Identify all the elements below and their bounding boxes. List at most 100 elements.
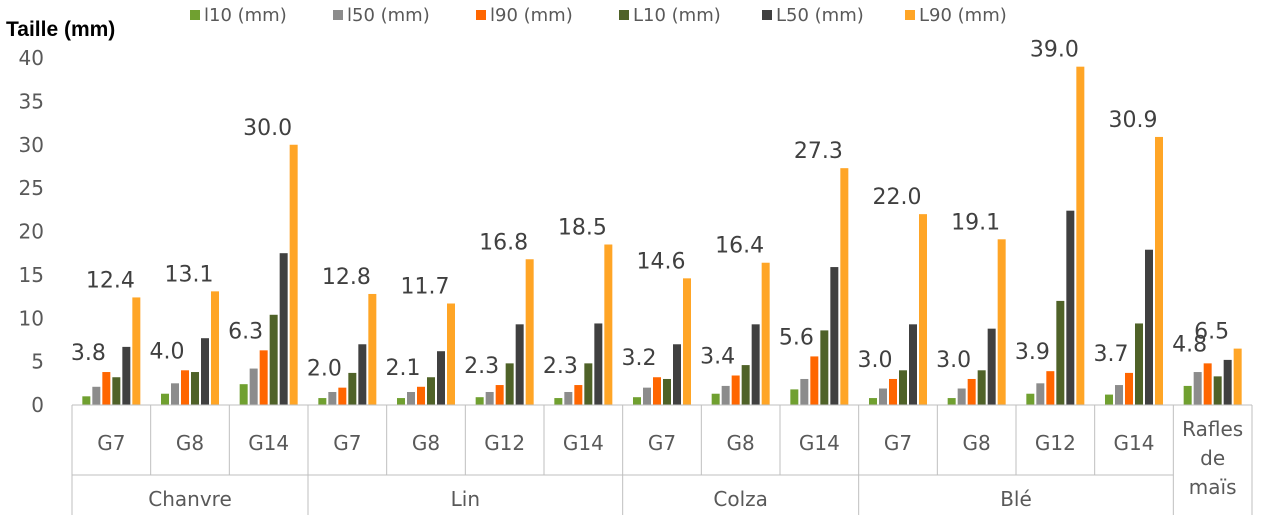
- bar: [211, 291, 219, 405]
- bar: [92, 386, 101, 405]
- bar: [397, 398, 405, 405]
- y-tick-label: 10: [19, 306, 44, 330]
- bar: [348, 372, 357, 405]
- bar: [761, 262, 770, 405]
- legend-swatch: [190, 10, 200, 20]
- x-tick-label: G7: [648, 431, 676, 455]
- bar: [122, 346, 131, 405]
- data-label: 4.8: [1172, 332, 1207, 357]
- bar: [181, 370, 189, 405]
- bar: [1193, 372, 1202, 405]
- bar: [525, 259, 534, 405]
- data-label: 2.0: [307, 357, 342, 382]
- x-tick-label: de: [1200, 446, 1225, 470]
- data-label: 12.8: [322, 265, 371, 290]
- bar: [830, 267, 839, 405]
- data-label: 6.3: [228, 319, 263, 344]
- legend-label: L90 (mm): [919, 5, 1007, 26]
- data-label: 3.4: [700, 345, 735, 370]
- bar: [328, 391, 337, 405]
- bar: [279, 253, 288, 405]
- legend-swatch: [905, 10, 915, 20]
- bar: [751, 324, 760, 405]
- bar: [584, 363, 593, 405]
- bar: [338, 387, 347, 405]
- data-label: 16.4: [715, 234, 764, 259]
- bar: [653, 377, 661, 405]
- bar: [485, 391, 494, 405]
- data-label: 12.4: [86, 268, 135, 293]
- bar: [269, 314, 278, 405]
- group-label: Blé: [1000, 487, 1032, 511]
- data-label: 2.1: [386, 356, 421, 381]
- bar: [889, 378, 897, 405]
- bar: [1115, 385, 1123, 405]
- bar: [554, 398, 563, 405]
- x-tick-label: G7: [97, 431, 125, 455]
- bar: [112, 377, 121, 405]
- bar: [957, 388, 966, 405]
- bar: [967, 378, 976, 405]
- bar: [171, 383, 179, 405]
- bar: [289, 144, 298, 405]
- data-label: 3.7: [1094, 342, 1129, 367]
- bar: [800, 378, 809, 405]
- bar: [721, 385, 730, 405]
- bar: [475, 397, 484, 405]
- data-label: 3.9: [1015, 340, 1050, 365]
- data-label: 6.5: [1194, 320, 1229, 345]
- data-label: 19.1: [951, 210, 1000, 235]
- x-tick-label: G7: [333, 431, 361, 455]
- x-axis: G7 G8 G14 G7 G8 G12 G14 G7 G8 G14 G7 G8 G12 G14 Rafles…: [71, 404, 1253, 515]
- data-label: 5.6: [779, 325, 814, 350]
- y-tick-label: 20: [19, 220, 44, 244]
- bar: [673, 344, 681, 405]
- bar: [407, 391, 415, 405]
- data-label: 3.8: [71, 341, 106, 366]
- data-label: 2.3: [543, 354, 578, 379]
- bar: [417, 386, 425, 405]
- legend-swatch: [619, 10, 629, 20]
- data-label: 2.3: [464, 354, 499, 379]
- bar: [1183, 385, 1192, 405]
- x-tick-label: G7: [884, 431, 912, 455]
- data-label: 13.1: [165, 262, 214, 287]
- bar: [1076, 66, 1085, 406]
- bar: [947, 398, 956, 405]
- legend-swatch: [476, 10, 486, 20]
- x-tick-label: G14: [1114, 431, 1155, 455]
- x-tick-label: G8: [727, 431, 755, 455]
- y-tick-label: 15: [19, 263, 44, 287]
- x-tick-label: G12: [484, 431, 525, 455]
- legend-label: l10 (mm): [204, 5, 287, 26]
- y-tick-label: 5: [31, 350, 44, 374]
- bar: [1026, 393, 1035, 405]
- legend-label: L50 (mm): [776, 5, 864, 26]
- bar: [249, 368, 258, 405]
- bar: [1233, 348, 1242, 405]
- bar: [683, 278, 691, 405]
- bar: [731, 375, 740, 405]
- data-label: 18.5: [558, 216, 607, 241]
- data-label: 27.3: [794, 139, 843, 164]
- bar: [869, 398, 877, 405]
- bar: [1213, 376, 1222, 405]
- bar: [879, 388, 887, 405]
- bar: [427, 377, 435, 405]
- bar: [594, 323, 603, 405]
- bar: [1046, 371, 1055, 405]
- y-tick-label: 0: [31, 393, 44, 417]
- y-tick-label: 40: [19, 46, 44, 70]
- data-label: 3.0: [936, 348, 971, 373]
- bar: [1145, 249, 1153, 405]
- legend-swatch: [333, 10, 343, 20]
- legend-label: l50 (mm): [347, 5, 430, 26]
- bar: [368, 293, 377, 405]
- bar: [358, 344, 367, 405]
- bar: [495, 385, 504, 405]
- bar: [711, 393, 720, 405]
- bar: [997, 239, 1006, 405]
- bar: [820, 330, 829, 405]
- bar: [741, 365, 750, 405]
